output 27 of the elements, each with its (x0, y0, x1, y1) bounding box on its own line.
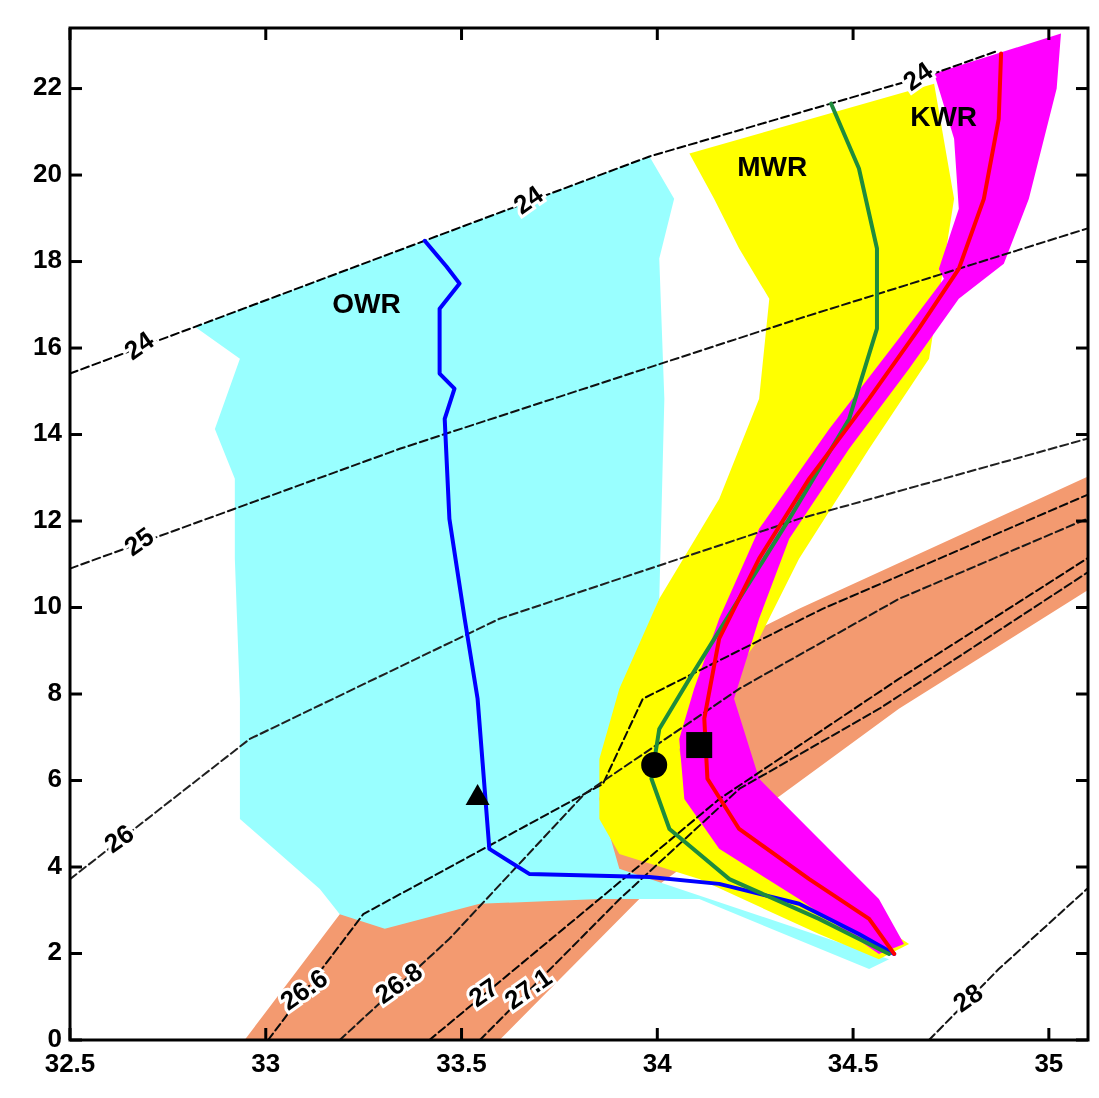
series-label: KWR (910, 100, 978, 132)
x-tick-label: 34 (642, 1048, 673, 1078)
y-tick-label: 12 (33, 503, 62, 534)
annotation: 26 (98, 817, 140, 860)
y-tick-label: 18 (33, 244, 62, 275)
annotation: 24 (507, 178, 549, 221)
series-label: MWR (737, 150, 808, 182)
y-tick-label: 22 (33, 71, 62, 102)
annotation: 25 (118, 520, 160, 562)
x-tick-label: 33 (251, 1048, 281, 1078)
x-tick-label: 34.5 (827, 1048, 879, 1078)
y-tick-label: 20 (33, 157, 62, 188)
annotation: 24 (118, 324, 160, 367)
x-tick-label: 35 (1034, 1048, 1064, 1078)
y-tick-label: 4 (47, 849, 63, 880)
annotation: 24 (897, 55, 939, 97)
y-tick-label: 14 (33, 417, 63, 448)
y-tick-label: 2 (47, 936, 62, 967)
annotation: 28 (947, 977, 989, 1019)
x-tick-label: 33.5 (436, 1048, 487, 1078)
y-tick-label: 8 (47, 676, 62, 707)
annotation: 26.6 (274, 962, 334, 1017)
y-tick-label: 6 (47, 763, 62, 794)
y-tick-label: 10 (33, 590, 62, 621)
series-label: OWR (332, 287, 401, 319)
y-tick-label: 16 (33, 330, 62, 361)
annotation: 26.8 (369, 956, 428, 1010)
